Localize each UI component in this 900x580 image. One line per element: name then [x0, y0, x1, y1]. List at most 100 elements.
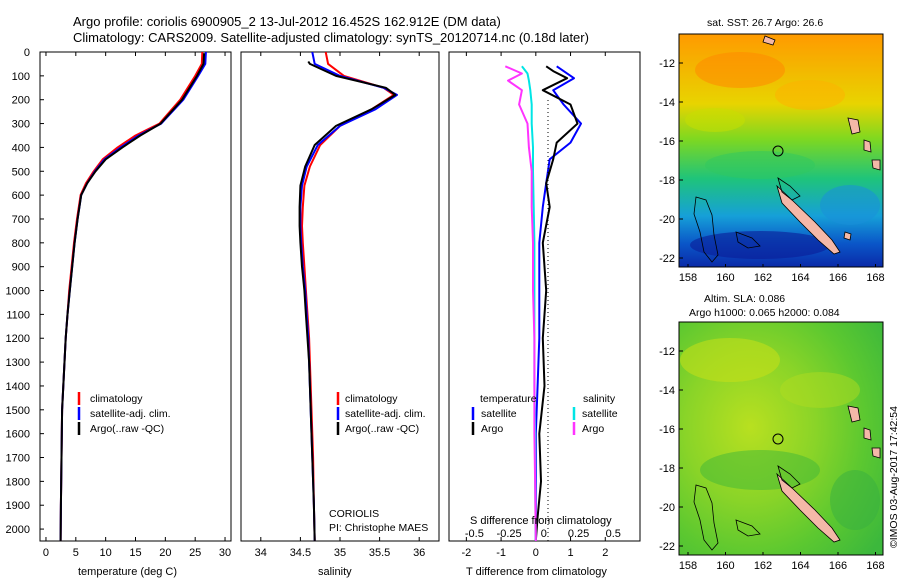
- depth-tick-label: 200: [12, 95, 30, 107]
- vanuatu-island: [847, 117, 861, 135]
- map-y-tick-label: -18: [659, 175, 675, 187]
- depth-tick-label: 1700: [6, 453, 30, 465]
- legend-label-climatology: climatology: [345, 393, 398, 405]
- x-tick-label: 34.5: [290, 547, 311, 559]
- x-tick-label: 30: [219, 547, 231, 559]
- reef-outline: [693, 196, 719, 263]
- difference-series: [504, 65, 582, 541]
- low-sla-patch: [830, 470, 880, 530]
- map-y-tick-label: -14: [659, 385, 675, 397]
- legend-label-t-satellite: satellite: [481, 408, 517, 420]
- map-x-tick-label: 164: [791, 272, 809, 284]
- vanuatu-island: [847, 405, 861, 423]
- map-y-tick-label: -20: [659, 214, 675, 226]
- reef-outline: [735, 519, 761, 537]
- depth-tick-label: 900: [12, 262, 30, 274]
- map-x-tick-label: 160: [716, 272, 734, 284]
- operator-label: CORIOLIS: [329, 508, 379, 520]
- depth-tick-label: 1900: [6, 500, 30, 512]
- salinity-legend: climatology satellite-adj. clim. Argo(..…: [329, 392, 428, 534]
- legend-header-salinity: salinity: [583, 393, 616, 405]
- series-line-argo-raw-qc: [298, 60, 397, 541]
- x-tick-label: 35: [334, 547, 346, 559]
- vanuatu-island: [863, 427, 872, 441]
- map-x-tick-label: 162: [754, 560, 772, 572]
- argo-location-marker: [772, 433, 784, 445]
- sla-map: [678, 321, 884, 556]
- x-tick-label: 20: [159, 547, 171, 559]
- island: [762, 35, 776, 46]
- series-line-satellite-adj-clim: [299, 52, 398, 541]
- x-tick-label: 25: [189, 547, 201, 559]
- series-line-climatology: [301, 52, 395, 541]
- x-tick-label: 10: [100, 547, 112, 559]
- salinity-series: [298, 52, 398, 541]
- sst-map-frame: [678, 33, 884, 268]
- x-tick-label: -2: [461, 547, 471, 559]
- depth-tick-label: 1400: [6, 381, 30, 393]
- depth-tick-label: 300: [12, 119, 30, 131]
- warm-patch: [775, 80, 845, 110]
- x-tick-label: 36: [413, 547, 425, 559]
- x-tick-label: 5: [73, 547, 79, 559]
- x-tick-label: 0: [533, 547, 539, 559]
- sla-map-frame: [678, 321, 884, 556]
- map-y-tick-label: -16: [659, 424, 675, 436]
- legend-label-s-argo: Argo: [582, 423, 604, 435]
- difference-xlabel-top: S difference from climatology: [470, 515, 612, 527]
- series-line-satellite-adj-clim: [59, 52, 207, 541]
- high-sla-patch: [680, 338, 780, 382]
- legend-label-satellite: satellite-adj. clim.: [90, 408, 171, 420]
- figure-title-line1: Argo profile: coriolis 6900905_2 13-Jul-…: [73, 14, 501, 29]
- map-x-tick-label: 164: [791, 560, 809, 572]
- map-x-tick-label: 162: [754, 272, 772, 284]
- map-y-tick-label: -14: [659, 97, 675, 109]
- series-line-climatology: [59, 52, 204, 541]
- top-x-tick-label: 0.5: [606, 528, 621, 540]
- sst-map: [678, 33, 884, 268]
- sla-map-title-line2: Argo h1000: 0.065 h2000: 0.084: [689, 307, 840, 319]
- map-x-tick-label: 160: [716, 560, 734, 572]
- map-x-tick-label: 158: [679, 272, 697, 284]
- legend-label-argo: Argo(..raw -QC): [345, 423, 419, 435]
- top-x-tick-label: -0.25: [497, 528, 522, 540]
- top-x-tick-label: 0.25: [568, 528, 589, 540]
- legend-label-satellite: satellite-adj. clim.: [345, 408, 426, 420]
- cold-patch: [690, 231, 830, 259]
- depth-tick-label: 100: [12, 71, 30, 83]
- depth-tick-label: 1800: [6, 476, 30, 488]
- salinity-xlabel: salinity: [318, 566, 352, 578]
- reef-outline: [693, 484, 719, 551]
- difference-legend: temperature satellite Argo salinity sate…: [471, 393, 618, 435]
- new-caledonia-island: [776, 472, 841, 543]
- map-y-tick-label: -20: [659, 502, 675, 514]
- series-line-s-argo: [504, 65, 537, 541]
- map-y-tick-label: -22: [659, 541, 675, 553]
- vanuatu-island: [871, 159, 881, 171]
- map-y-tick-label: -18: [659, 463, 675, 475]
- depth-tick-label: 2000: [6, 524, 30, 536]
- low-sla-patch: [700, 450, 820, 490]
- x-tick-label: -1: [496, 547, 506, 559]
- reef-outline: [777, 465, 801, 489]
- sst-map-axes: 158 160 162 164 166 168 -12 -14 -16 -18 -20 -22: [659, 58, 885, 284]
- x-tick-label: 34: [255, 547, 267, 559]
- map-x-tick-label: 158: [679, 560, 697, 572]
- map-y-tick-label: -22: [659, 253, 675, 265]
- warm-patch: [695, 52, 785, 88]
- legend-label-argo: Argo(..raw -QC): [90, 423, 164, 435]
- temperature-x-axis: 0 5 10 15 20 25 30: [43, 52, 231, 559]
- depth-tick-label: 1500: [6, 405, 30, 417]
- depth-tick-label: 1100: [6, 309, 30, 321]
- figure-title-line2: Climatology: CARS2009. Satellite-adjuste…: [73, 30, 589, 45]
- top-x-tick-label: 0: [541, 528, 547, 540]
- x-tick-label: 15: [129, 547, 141, 559]
- high-sla-patch: [780, 372, 860, 408]
- x-tick-label: 1: [567, 547, 573, 559]
- sst-map-title: sat. SST: 26.7 Argo: 26.6: [707, 17, 823, 29]
- pi-label: PI: Christophe MAES: [329, 522, 428, 534]
- series-line-argo-raw-qc: [59, 53, 206, 541]
- legend-label-climatology: climatology: [90, 393, 143, 405]
- legend-header-temperature: temperature: [480, 393, 537, 405]
